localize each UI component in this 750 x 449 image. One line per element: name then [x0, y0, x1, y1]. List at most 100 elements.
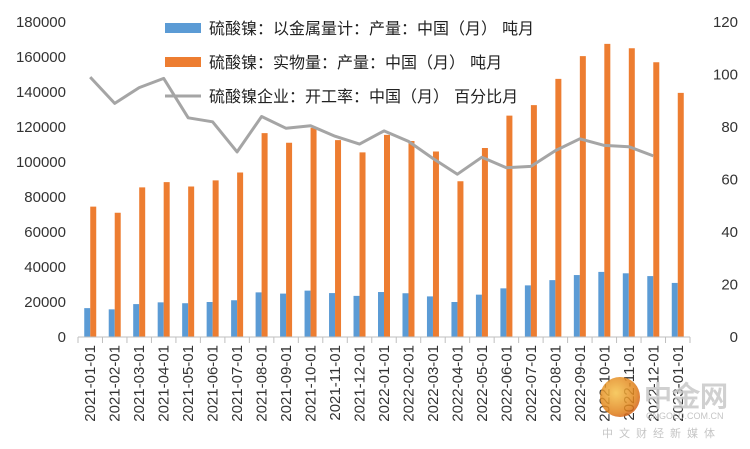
watermark: 中金网 CNGOLD.COM.CN 中文财经新媒体 [598, 373, 738, 443]
bar-physical-volume [579, 56, 586, 337]
x-tick-label: 2022-12-01 [645, 345, 662, 422]
y2-tick-label: 80 [721, 119, 738, 136]
y2-tick-label: 100 [713, 67, 738, 84]
bar-metal-content [475, 294, 482, 337]
y-tick-label: 120000 [16, 119, 66, 136]
x-tick-label: 2021-09-01 [278, 345, 295, 422]
bar-metal-content [304, 290, 311, 337]
x-tick-label: 2021-01-01 [82, 345, 99, 422]
bar-metal-content [598, 271, 605, 337]
legend-label: 硫酸镍：以金属量计：产量：中国（月） 吨月 [209, 19, 534, 38]
bar-physical-volume [139, 187, 146, 337]
x-tick-label: 2021-07-01 [229, 345, 246, 422]
x-tick-label: 2022-04-01 [449, 345, 466, 422]
bar-metal-content [573, 275, 580, 337]
x-tick-label: 2022-08-01 [547, 345, 564, 422]
bar-metal-content [402, 293, 409, 337]
x-tick-label: 2022-05-01 [474, 345, 491, 422]
x-tick-label: 2021-06-01 [205, 345, 222, 422]
x-tick-label: 2021-11-01 [327, 345, 344, 421]
bar-metal-content [157, 302, 164, 337]
y2-tick-label: 40 [721, 224, 738, 241]
x-tick-label: 2021-03-01 [131, 345, 148, 422]
bar-metal-content [524, 285, 531, 337]
x-tick-label: 2021-05-01 [180, 345, 197, 422]
bar-physical-volume [114, 212, 121, 337]
bar-metal-content [84, 308, 91, 337]
y2-tick-label: 0 [730, 329, 738, 346]
watermark-url: CNGOLD.COM.CN [646, 411, 724, 421]
x-tick-label: 2022-06-01 [498, 345, 515, 422]
watermark-title: 中金网 [644, 380, 729, 413]
bar-metal-content [378, 292, 384, 337]
x-tick-label: 2022-07-01 [523, 345, 540, 422]
bar-metal-content [231, 300, 238, 337]
bar-physical-volume [90, 206, 97, 337]
bar-metal-content [329, 293, 336, 337]
bar-physical-volume [555, 78, 562, 337]
bar-physical-volume [677, 92, 684, 337]
bar-physical-volume [188, 186, 195, 337]
x-tick-label: 2021-10-01 [303, 345, 320, 422]
bar-physical-volume [628, 48, 635, 337]
bar-physical-volume [408, 141, 415, 337]
x-tick-label: 2021-08-01 [254, 345, 271, 422]
y-tick-label: 60000 [24, 224, 66, 241]
bar-physical-volume [481, 148, 488, 337]
bar-metal-content [500, 288, 507, 337]
left-axis: 0 20000 40000 60000 80000 100000 120000 140000 1… [16, 14, 66, 346]
bar-metal-content [671, 282, 678, 337]
bar-physical-volume [384, 134, 390, 337]
bar-physical-volume [212, 180, 219, 337]
y-tick-label: 20000 [24, 294, 66, 311]
bar-metal-content [280, 293, 287, 337]
bar-metal-content [255, 292, 262, 337]
y-tick-label: 140000 [16, 84, 66, 101]
legend-label: 硫酸镍：实物量：产量：中国（月） 吨月 [209, 53, 502, 72]
x-tick-label: 2021-12-01 [352, 345, 369, 422]
bar-metal-content [133, 304, 140, 337]
bar-metal-content [647, 276, 654, 337]
x-tick-label: 2022-01-01 [376, 345, 393, 422]
bar-metal-content [182, 303, 189, 337]
y-tick-label: 180000 [16, 14, 66, 31]
bar-physical-volume [286, 142, 293, 337]
y2-tick-label: 120 [713, 14, 738, 31]
bar-physical-volume [530, 105, 537, 337]
bar-metal-content [426, 296, 433, 337]
bar-metal-content [451, 302, 458, 337]
legend-label: 硫酸镍企业：开工率：中国（月） 百分比月 [209, 87, 518, 106]
y-tick-label: 80000 [24, 189, 66, 206]
bar-physical-volume [237, 172, 244, 337]
y2-tick-label: 20 [721, 277, 738, 294]
y2-tick-label: 60 [721, 172, 738, 189]
utilization-line-path [89, 76, 654, 176]
watermark-logo-icon [600, 377, 640, 417]
bar-metal-content [353, 295, 360, 337]
bar-physical-volume [432, 151, 439, 337]
bar-physical-volume [604, 43, 611, 337]
bar-physical-volume [163, 182, 170, 337]
bar-metal-content [108, 309, 115, 337]
x-tick-label: 2022-03-01 [425, 345, 442, 422]
x-tick-label: 2022-09-01 [572, 345, 589, 422]
legend-swatch [165, 23, 201, 33]
x-tick-label: 2023-01-01 [670, 345, 687, 422]
y-tick-label: 0 [58, 329, 66, 346]
bar-physical-volume [335, 140, 342, 337]
bar-physical-volume [653, 62, 660, 337]
x-tick-label: 2021-02-01 [107, 345, 124, 422]
x-tick-label: 2021-04-01 [156, 345, 173, 422]
x-tick-label: 2022-02-01 [400, 345, 417, 422]
bar-physical-volume [359, 152, 366, 337]
bars [84, 43, 684, 337]
legend-swatch [165, 57, 201, 67]
y-tick-label: 40000 [24, 259, 66, 276]
utilization-line [89, 76, 654, 176]
right-axis: 0 20 40 60 80 100 120 [713, 14, 738, 346]
bar-physical-volume [261, 133, 268, 337]
watermark-slogan: 中文财经新媒体 [602, 427, 721, 440]
bar-physical-volume [310, 127, 317, 337]
bar-metal-content [549, 280, 556, 337]
